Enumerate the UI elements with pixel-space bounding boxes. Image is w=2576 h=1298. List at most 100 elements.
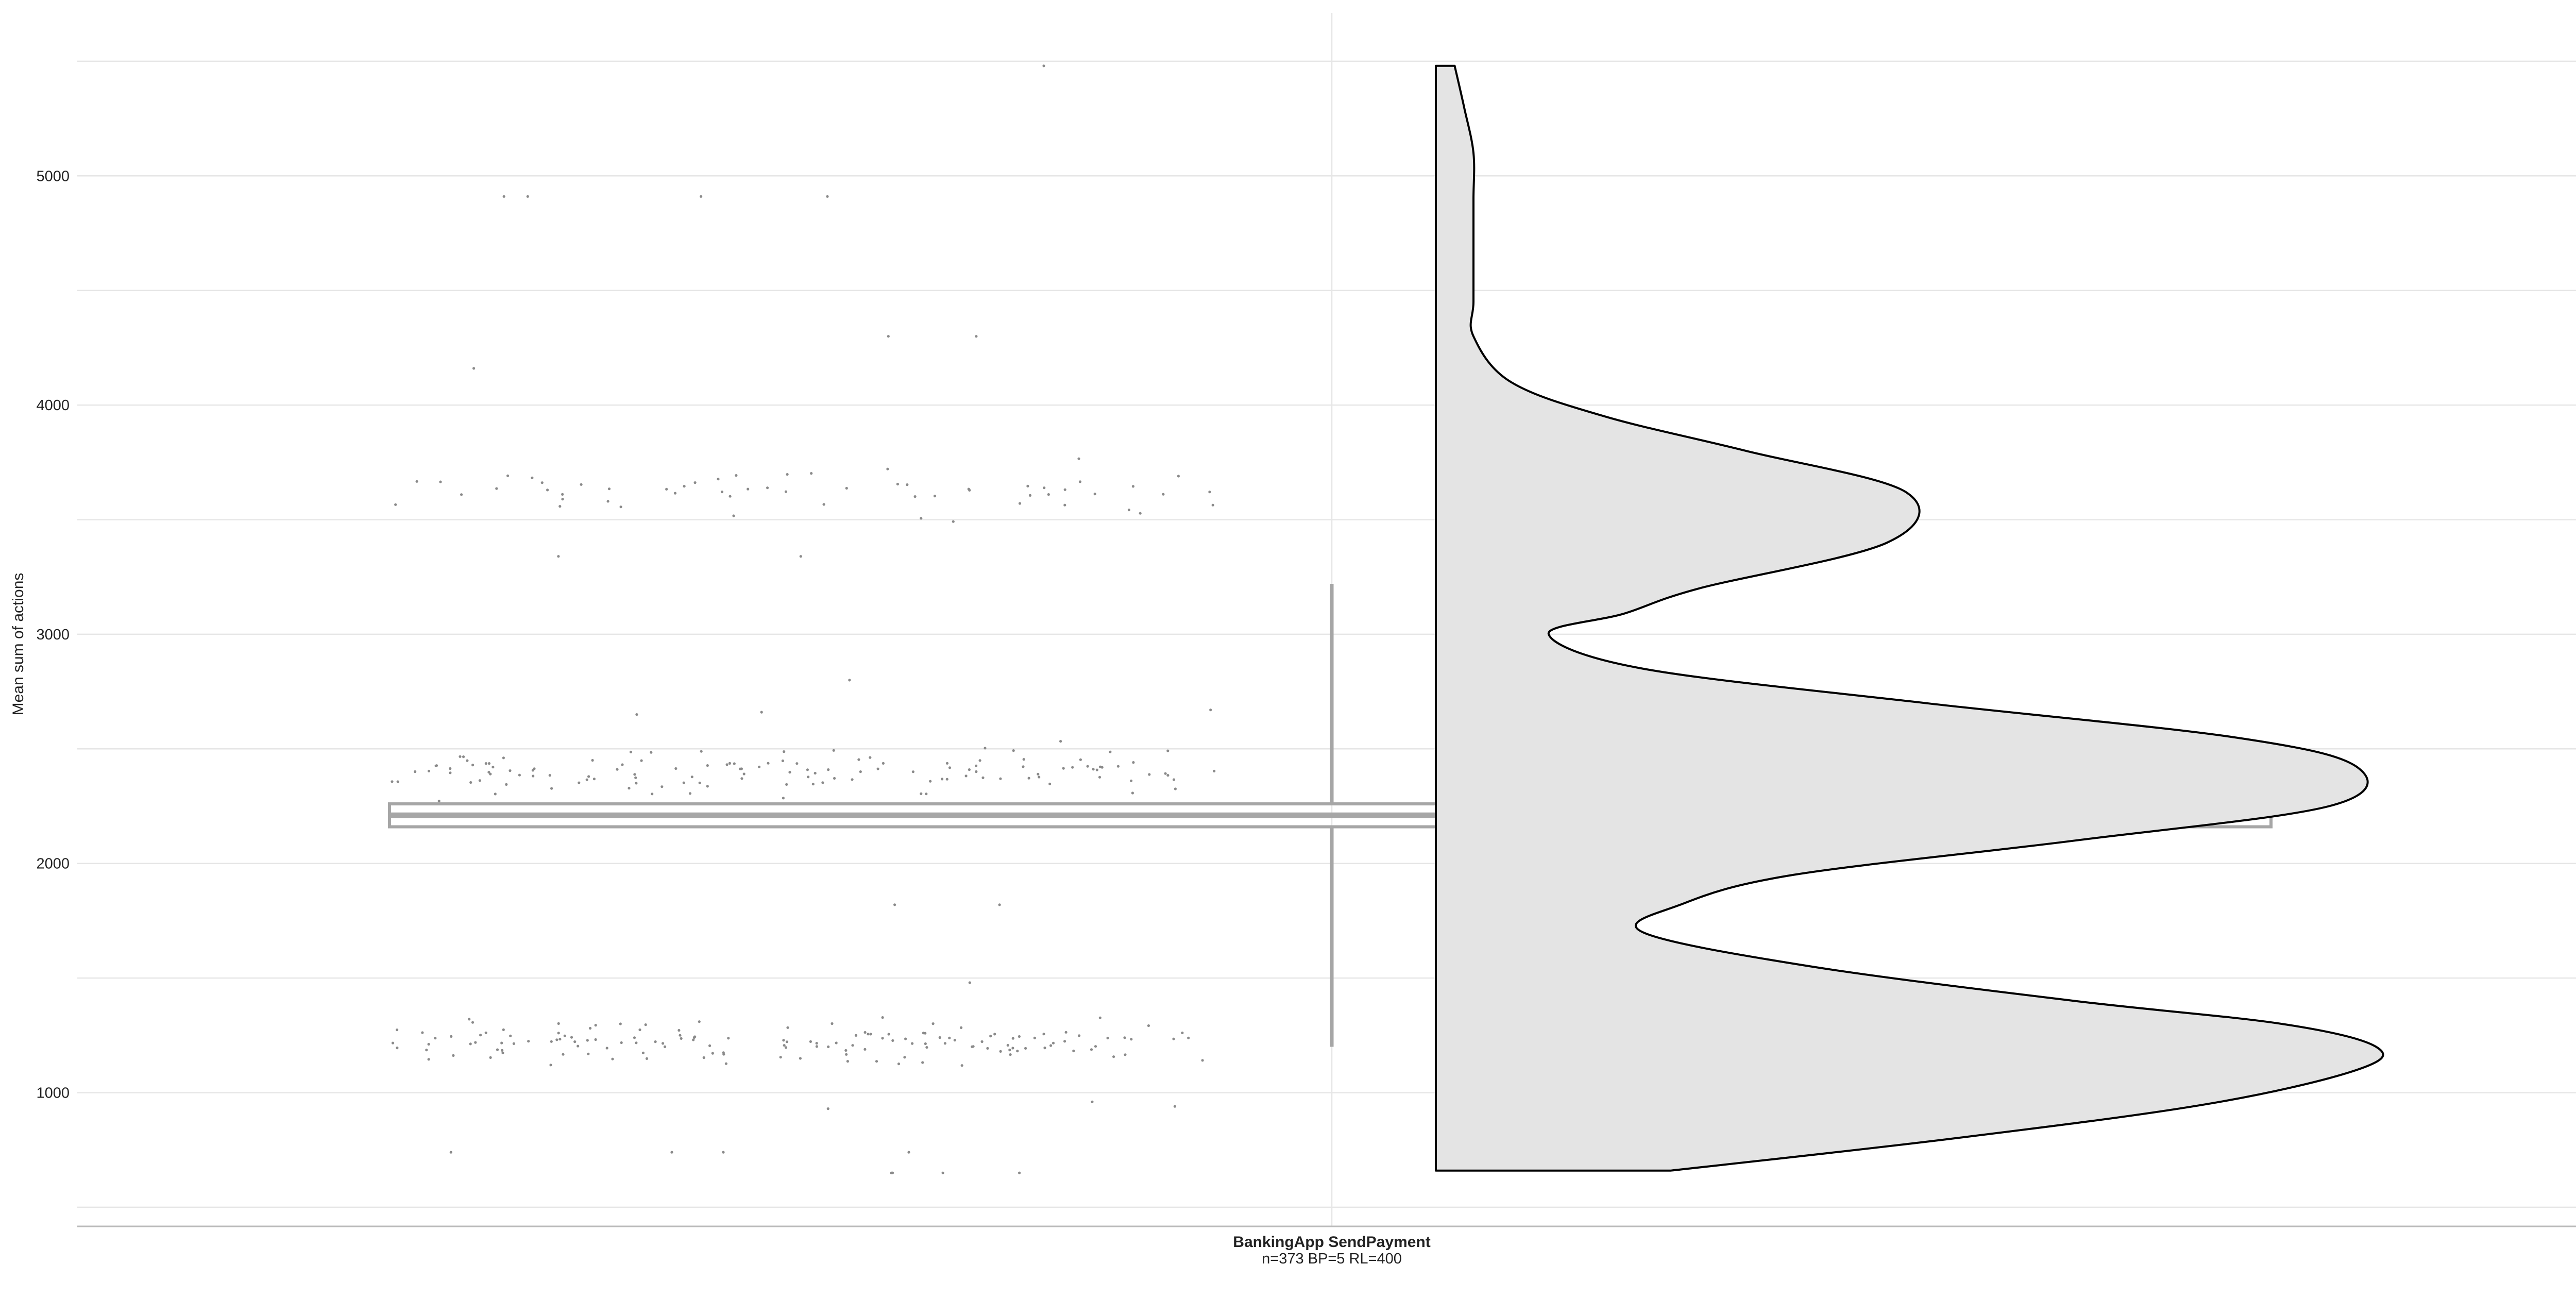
data-point <box>396 1029 399 1032</box>
data-point <box>1072 1049 1075 1053</box>
data-point <box>1052 1041 1055 1044</box>
data-point <box>1174 787 1177 790</box>
data-point <box>391 1041 395 1044</box>
data-point <box>692 1036 696 1039</box>
data-point <box>439 480 442 483</box>
data-point <box>999 777 1002 780</box>
data-point <box>1022 765 1025 768</box>
data-point <box>683 485 686 488</box>
data-point <box>779 1056 782 1059</box>
data-point <box>540 481 544 484</box>
data-point <box>533 767 536 770</box>
data-point <box>633 1036 636 1039</box>
data-point <box>682 781 685 784</box>
data-point <box>557 1032 560 1035</box>
data-point <box>698 781 701 784</box>
data-point <box>1063 1040 1066 1043</box>
data-point <box>494 793 497 796</box>
data-point <box>740 767 743 770</box>
data-point <box>1009 1053 1012 1056</box>
data-point <box>1177 475 1180 478</box>
data-point <box>557 555 560 558</box>
data-point <box>1011 1047 1014 1050</box>
data-point <box>629 750 633 753</box>
data-point <box>1048 782 1052 785</box>
data-point <box>742 772 745 776</box>
data-point <box>1100 766 1104 769</box>
data-point <box>975 764 978 767</box>
data-point <box>415 480 418 483</box>
data-point <box>427 769 431 772</box>
data-point <box>986 1047 989 1050</box>
data-point <box>460 493 463 496</box>
data-point <box>1132 761 1135 764</box>
data-point <box>1130 1038 1133 1041</box>
data-point <box>558 505 562 508</box>
data-point <box>941 1171 944 1174</box>
data-point <box>891 1039 894 1042</box>
data-point <box>960 1064 963 1067</box>
data-point <box>702 1056 705 1059</box>
data-point <box>887 335 890 338</box>
data-point <box>931 1022 935 1025</box>
data-point <box>518 773 521 777</box>
data-point <box>550 787 553 790</box>
data-point <box>925 793 928 796</box>
data-point <box>449 767 452 770</box>
data-point <box>1127 509 1130 512</box>
data-point <box>1042 64 1045 68</box>
y-tick-label: 5000 <box>36 168 70 184</box>
data-point <box>881 1016 884 1019</box>
data-point <box>795 762 799 765</box>
data-point <box>1092 768 1095 771</box>
data-point <box>815 1045 818 1048</box>
data-point <box>960 1026 963 1029</box>
data-point <box>396 1047 399 1050</box>
data-point <box>1090 1048 1093 1051</box>
data-point <box>437 799 440 803</box>
data-point <box>1181 1031 1184 1035</box>
data-point <box>1011 1037 1014 1040</box>
data-point <box>740 777 743 780</box>
data-point <box>474 1041 477 1044</box>
data-point <box>1018 1171 1021 1174</box>
data-point <box>1211 503 1214 507</box>
data-point <box>821 781 824 784</box>
data-point <box>964 774 968 778</box>
data-point <box>1043 1047 1046 1050</box>
data-point <box>1208 491 1211 494</box>
data-point <box>733 762 736 765</box>
data-point <box>1123 1036 1126 1039</box>
data-point <box>479 1034 482 1037</box>
data-point <box>502 756 505 760</box>
data-point <box>471 764 474 767</box>
data-point <box>645 1057 649 1060</box>
data-point <box>728 762 731 765</box>
data-point <box>665 487 668 491</box>
data-point <box>784 1046 788 1049</box>
data-point <box>706 764 709 767</box>
data-point <box>562 1053 565 1056</box>
data-point <box>641 1051 645 1054</box>
data-point <box>635 1041 638 1044</box>
data-point <box>577 1044 580 1048</box>
data-point <box>449 1151 452 1154</box>
data-point <box>1016 1050 1019 1053</box>
data-point <box>903 1056 906 1059</box>
data-point <box>722 1151 725 1154</box>
y-axis-label: Mean sum of actions <box>10 573 27 716</box>
data-point <box>1109 750 1112 753</box>
data-point <box>435 764 438 767</box>
data-point <box>492 766 495 769</box>
data-point <box>854 1034 858 1037</box>
data-point <box>1130 779 1133 782</box>
data-point <box>1147 1024 1150 1027</box>
data-point <box>1049 1044 1053 1047</box>
data-point <box>690 776 693 779</box>
data-point <box>532 774 535 778</box>
data-point <box>692 1038 695 1041</box>
data-point <box>851 1044 854 1047</box>
data-point <box>1095 768 1098 771</box>
data-point <box>811 783 815 786</box>
data-point <box>948 766 952 769</box>
